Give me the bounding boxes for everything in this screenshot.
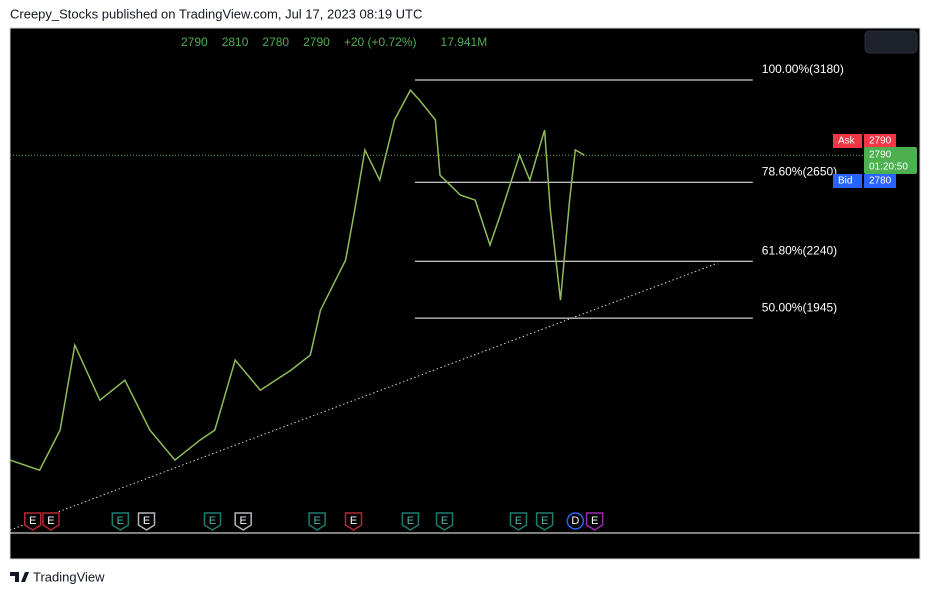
- event-label: E: [541, 515, 548, 527]
- event-marker: E: [585, 512, 604, 531]
- event-marker: E: [234, 512, 252, 531]
- fib-label: 50.00%(1945): [762, 300, 837, 314]
- event-badge: [509, 512, 528, 531]
- event-marker: E: [42, 512, 60, 531]
- price-line: [9, 88, 585, 472]
- event-label: E: [313, 515, 320, 527]
- event-label: E: [441, 515, 448, 527]
- event-badge: [111, 512, 130, 531]
- event-badge: [308, 512, 326, 531]
- bid-price: 2780: [869, 176, 892, 187]
- event-badge: [535, 512, 554, 531]
- ohlc-value: 2790: [181, 35, 208, 49]
- brand-name: TradingView: [33, 569, 105, 584]
- ask-price: 2790: [869, 136, 892, 147]
- publisher-line: Creepy_Stocks published on TradingView.c…: [10, 6, 422, 21]
- event-badge: [137, 512, 156, 531]
- bid-name: Bid: [838, 176, 852, 187]
- fib-label: 100.00%(3180): [762, 62, 844, 76]
- event-badge: [24, 512, 42, 531]
- event-marker: E: [203, 512, 222, 531]
- event-marker: E: [509, 512, 528, 531]
- event-marker: E: [137, 512, 156, 531]
- event-label: E: [143, 515, 150, 527]
- bid-box: [833, 174, 862, 188]
- event-marker: E: [308, 512, 326, 531]
- event-label: E: [515, 515, 522, 527]
- event-label: E: [591, 515, 598, 527]
- fib-label: 61.80%(2240): [762, 243, 837, 257]
- event-badge: [566, 512, 585, 530]
- event-badge: [344, 512, 363, 531]
- event-label: E: [29, 515, 36, 527]
- event-badge: [203, 512, 222, 531]
- last-price-label: 2790: [869, 150, 892, 161]
- event-badge: [42, 512, 60, 531]
- event-badge: [234, 512, 252, 531]
- event-badge: [435, 512, 454, 531]
- ohlc-value: 2780: [262, 35, 289, 49]
- ask-price-box: [864, 134, 896, 148]
- event-marker: E: [535, 512, 554, 531]
- event-marker: E: [435, 512, 454, 531]
- ask-name: Ask: [838, 136, 856, 147]
- event-label: E: [117, 515, 124, 527]
- ohlc-value: 2810: [222, 35, 249, 49]
- event-marker: E: [24, 512, 42, 531]
- toolbar-button[interactable]: [864, 30, 918, 54]
- event-badge: [585, 512, 604, 531]
- brand-logo: [10, 572, 29, 582]
- event-label: D: [571, 515, 579, 527]
- ohlc-value: 17.941M: [441, 35, 488, 49]
- bid-price-box: [864, 174, 896, 188]
- event-marker: E: [344, 512, 363, 531]
- chart-pane: [9, 27, 921, 560]
- event-label: E: [240, 515, 247, 527]
- event-marker: E: [401, 512, 420, 531]
- event-label: E: [350, 515, 357, 527]
- event-label: E: [47, 515, 54, 527]
- last-price-box: [864, 147, 917, 174]
- event-marker: D: [566, 512, 585, 530]
- event-label: E: [407, 515, 414, 527]
- fib-label: 78.60%(2650): [762, 164, 837, 178]
- event-marker: E: [111, 512, 130, 531]
- event-label: E: [209, 515, 216, 527]
- event-badge: [401, 512, 420, 531]
- countdown: 01:20:50: [869, 162, 908, 173]
- ohlc-value: +20 (+0.72%): [344, 35, 417, 49]
- ohlc-value: 2790: [303, 35, 330, 49]
- ask-box: [833, 134, 862, 148]
